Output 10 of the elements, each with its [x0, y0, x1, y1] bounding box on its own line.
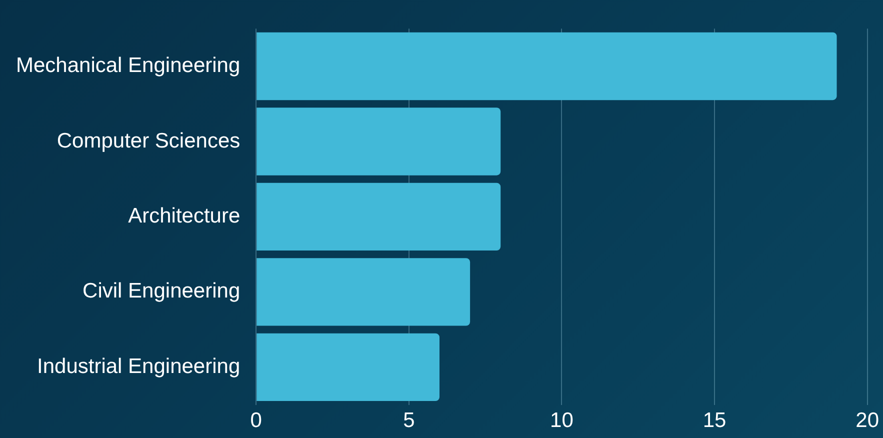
- x-tick-label: 10: [550, 409, 574, 432]
- x-tick-label: 5: [403, 409, 415, 432]
- x-tick-label: 20: [856, 409, 879, 432]
- y-tick-label: Industrial Engineering: [37, 354, 240, 378]
- y-tick-label: Architecture: [128, 204, 240, 228]
- x-tick-label: 0: [250, 409, 262, 432]
- y-tick-label: Civil Engineering: [82, 280, 240, 303]
- x-tick-label: 15: [702, 409, 726, 432]
- y-tick-label: Mechanical Engineering: [16, 54, 240, 78]
- y-tick-label: Computer Sciences: [56, 129, 240, 152]
